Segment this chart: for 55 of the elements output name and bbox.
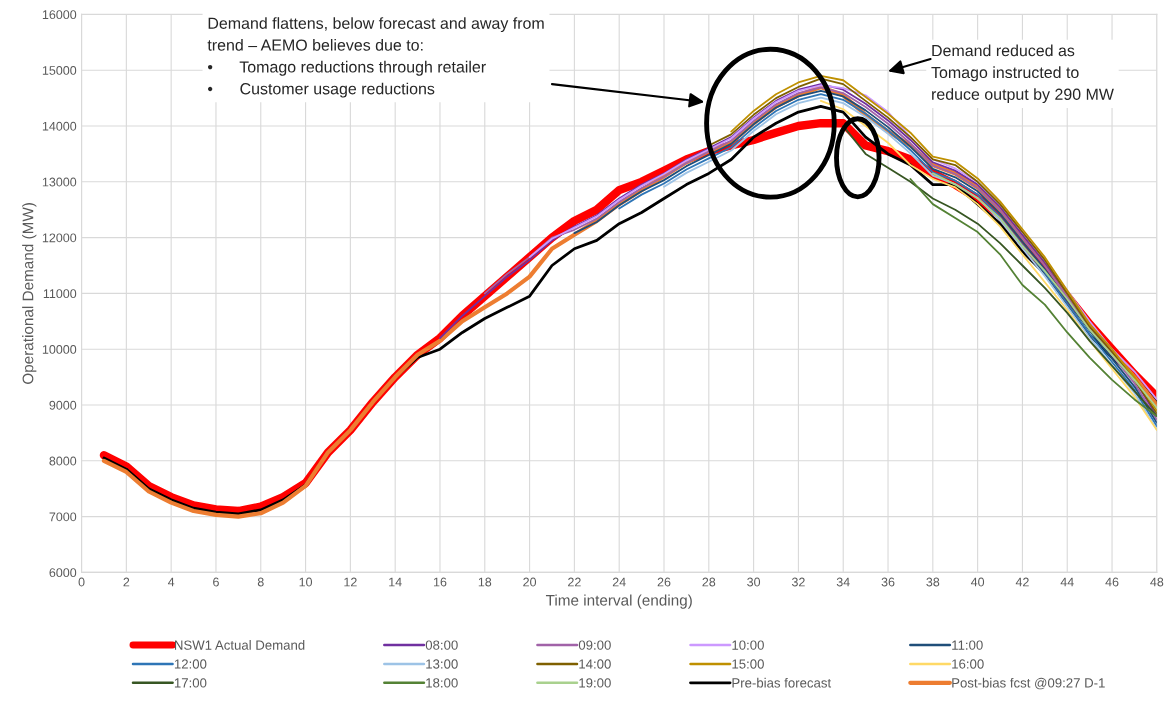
y-tick-label: 7000 [49,512,77,522]
x-tick-label: 28 [702,577,716,587]
legend-label: 12:00 [174,659,207,669]
x-tick-label: 8 [257,577,264,587]
legend-label: 11:00 [952,640,983,650]
legend-label: Pre-bias forecast [732,677,832,688]
x-axis-title: Time interval (ending) [545,594,692,609]
legend-label: 10:00 [732,640,764,650]
legend-label: 18:00 [426,678,458,688]
x-tick-label: 6 [213,577,219,587]
legend-label: 08:00 [425,640,458,650]
y-tick-label: 10000 [42,345,77,354]
x-tick-label: 20 [523,577,537,587]
x-tick-label: 44 [1060,577,1074,587]
x-tick-label: 38 [926,577,940,587]
y-tick-label: 15000 [42,66,77,75]
x-tick-label: 32 [791,577,805,587]
x-tick-label: 0 [78,577,85,587]
x-tick-label: 48 [1150,577,1164,587]
x-tick-label: 22 [568,577,581,587]
y-tick-label: 14000 [42,121,77,131]
legend-label: 17:00 [174,678,207,688]
x-tick-label: 30 [747,577,761,587]
y-tick-label: 12000 [42,233,77,243]
x-tick-label: 34 [836,577,850,587]
x-tick-label: 4 [167,577,175,587]
y-tick-label: 8000 [49,456,77,466]
x-tick-label: 40 [970,577,985,587]
legend-label: Post-bias fcst @09:27 D-1 [952,677,1105,690]
x-tick-label: 26 [657,577,671,587]
y-tick-label: 11000 [43,289,77,299]
y-tick-label: 13000 [42,177,77,187]
x-tick-label: 2 [123,577,130,587]
x-tick-label: 24 [612,577,626,587]
legend-label: 19:00 [579,678,611,688]
legend-label: 15:00 [732,659,764,669]
x-tick-label: 36 [881,577,895,587]
x-tick-label: 10 [299,577,313,587]
x-tick-label: 16 [433,577,447,587]
y-tick-label: 16000 [42,10,77,20]
y-axis-title: Operational Demand (MW) [22,203,37,384]
y-tick-label: 6000 [49,568,77,578]
x-tick-label: 46 [1105,577,1119,587]
legend-label: 09:00 [578,640,611,650]
x-tick-label: 18 [478,577,492,587]
x-tick-label: 14 [389,577,402,587]
legend-label: 13:00 [426,659,458,669]
annotation: Demand reduced as Tomago instructed to reduce output by 290 MW [931,44,1114,104]
annotation: Demand flattens, below forecast and away from trend – AEMO believes due to: • Tomago reductions through retailer • Customer usage reductions [207,17,544,98]
legend-label: 14:00 [579,659,611,669]
x-tick-label: 42 [1015,577,1029,587]
y-tick-label: 9000 [49,400,77,410]
x-tick-label: 12 [344,577,357,587]
legend-label: NSW1 Actual Demand [174,640,305,650]
legend-label: 16:00 [952,659,984,669]
